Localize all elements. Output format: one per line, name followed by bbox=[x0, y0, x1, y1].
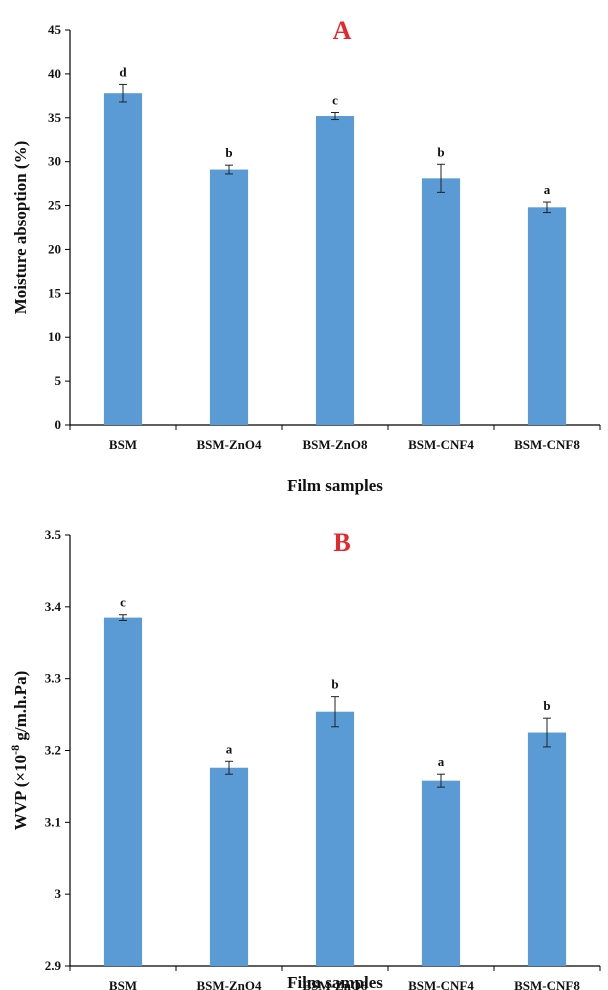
chart-b-svg: 2.9 3 3.1 3.2 3.3 3.4 3.5 c BSM a BSM-ZnO4 b BSM-ZnO… bbox=[8, 527, 601, 990]
y-tick-label: 3.2 bbox=[45, 743, 61, 758]
y-tick-label: 3.3 bbox=[45, 671, 62, 686]
bar-bsm-zno8 bbox=[315, 711, 355, 966]
y-tick-label: 3.4 bbox=[45, 599, 62, 614]
bar-bsm-cnf4 bbox=[421, 780, 461, 966]
y-tick-label: 2.9 bbox=[45, 958, 62, 973]
x-tick-label: BSM bbox=[109, 437, 137, 452]
x-tick-label: BSM-ZnO8 bbox=[302, 978, 368, 990]
y-tick-label: 3 bbox=[55, 886, 62, 901]
significance-letter: a bbox=[226, 741, 233, 756]
significance-letter: b bbox=[225, 145, 232, 160]
bar-bsm bbox=[103, 93, 143, 425]
significance-letter: d bbox=[119, 64, 127, 79]
x-tick-label: BSM-CNF8 bbox=[514, 437, 580, 452]
y-tick-label: 20 bbox=[48, 241, 61, 256]
significance-letter: b bbox=[543, 698, 550, 713]
y-tick-label: 25 bbox=[48, 198, 62, 213]
significance-letter: a bbox=[544, 182, 551, 197]
y-tick-label: 30 bbox=[48, 154, 61, 169]
significance-letter: c bbox=[332, 93, 338, 108]
y-tick-label: 35 bbox=[48, 110, 62, 125]
bar-bsm-zno4 bbox=[209, 767, 249, 966]
panel-label: B bbox=[333, 528, 350, 557]
x-axis-title: Film samples bbox=[287, 973, 383, 990]
x-tick-label: BSM-ZnO8 bbox=[302, 437, 368, 452]
bar-bsm-cnf8 bbox=[527, 207, 567, 425]
bar-bsm bbox=[103, 617, 143, 966]
x-tick-label: BSM-CNF4 bbox=[408, 437, 474, 452]
bar-bsm-zno4 bbox=[209, 169, 249, 425]
y-tick-label: 10 bbox=[48, 329, 61, 344]
y-tick-label: 45 bbox=[48, 22, 62, 37]
chart-a-svg: 0 5 10 15 20 25 30 35 40 45 d BSM b BSM-ZnO4 c BSM-ZnO8… bbox=[11, 16, 601, 495]
chart-a-moisture-absorption: 0 5 10 15 20 25 30 35 40 45 d BSM b BSM-ZnO4 c BSM-ZnO8… bbox=[11, 16, 601, 495]
y-tick-label: 3.5 bbox=[45, 527, 62, 542]
x-tick-label: BSM-CNF8 bbox=[514, 978, 580, 990]
x-tick-label: BSM-CNF4 bbox=[408, 978, 474, 990]
y-tick-label: 15 bbox=[48, 285, 62, 300]
panel-label: A bbox=[333, 16, 352, 45]
significance-letter: a bbox=[438, 754, 445, 769]
bar-bsm-cnf8 bbox=[527, 732, 567, 966]
y-tick-label: 3.1 bbox=[45, 814, 61, 829]
significance-letter: c bbox=[120, 595, 126, 610]
y-axis-title: WVP (×10-8 g/m.h.Pa) bbox=[8, 671, 30, 830]
x-axis-title: Film samples bbox=[287, 476, 383, 495]
bar-bsm-zno8 bbox=[315, 116, 355, 426]
significance-letter: b bbox=[331, 677, 338, 692]
chart-b-wvp: 2.9 3 3.1 3.2 3.3 3.4 3.5 c BSM a BSM-ZnO4 b BSM-ZnO… bbox=[0, 500, 608, 990]
x-tick-label: BSM bbox=[109, 978, 137, 990]
y-tick-label: 0 bbox=[55, 417, 62, 432]
x-tick-label: BSM-ZnO4 bbox=[196, 437, 262, 452]
significance-letter: b bbox=[437, 144, 444, 159]
y-tick-label: 5 bbox=[55, 373, 62, 388]
x-tick-label: BSM-ZnO4 bbox=[196, 978, 262, 990]
y-axis-title: Moisture absoption (%) bbox=[11, 141, 30, 314]
bar-bsm-cnf4 bbox=[421, 178, 461, 425]
y-tick-label: 40 bbox=[48, 66, 61, 81]
